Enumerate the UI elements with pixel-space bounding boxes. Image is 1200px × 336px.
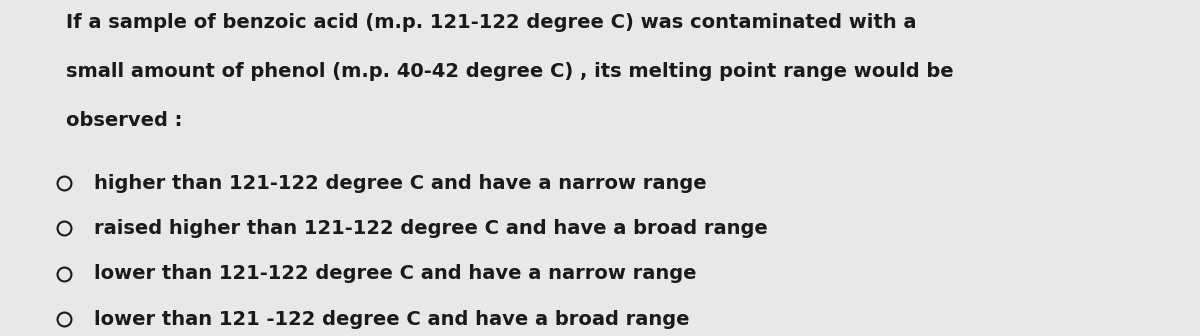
Text: If a sample of benzoic acid (m.p. 121-122 degree C) was contaminated with a: If a sample of benzoic acid (m.p. 121-12…: [66, 13, 917, 33]
Text: observed :: observed :: [66, 111, 182, 130]
Text: small amount of phenol (m.p. 40-42 degree C) , its melting point range would be: small amount of phenol (m.p. 40-42 degre…: [66, 62, 954, 81]
Text: raised higher than 121-122 degree C and have a broad range: raised higher than 121-122 degree C and …: [94, 219, 767, 238]
Text: lower than 121-122 degree C and have a narrow range: lower than 121-122 degree C and have a n…: [94, 264, 696, 283]
Text: higher than 121-122 degree C and have a narrow range: higher than 121-122 degree C and have a …: [94, 174, 707, 193]
Text: lower than 121 -122 degree C and have a broad range: lower than 121 -122 degree C and have a …: [94, 310, 689, 329]
